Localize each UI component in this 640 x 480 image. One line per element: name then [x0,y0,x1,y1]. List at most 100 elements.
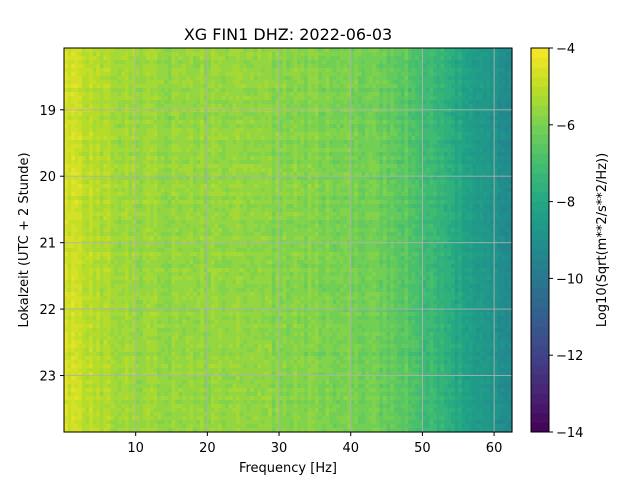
heatmap-cell [479,128,484,133]
heatmap-cell [393,192,398,197]
heatmap-cell [157,104,162,109]
heatmap-cell [454,148,459,153]
heatmap-cell [476,164,481,169]
heatmap-cell [96,92,101,97]
heatmap-cell [314,84,320,89]
heatmap-cell [189,196,194,201]
heatmap-cell [257,188,262,193]
heatmap-cell [232,200,237,205]
heatmap-cell [232,48,237,53]
heatmap-cell [304,132,309,137]
heatmap-cell [246,116,251,121]
heatmap-cell [397,56,402,61]
heatmap-cell [494,80,499,85]
heatmap-cell [189,132,194,137]
heatmap-cell [375,52,380,57]
heatmap-cell [415,180,420,185]
heatmap-cell [433,64,438,69]
heatmap-cell [361,80,366,85]
heatmap-cell [124,176,130,181]
heatmap-cell [71,124,76,129]
heatmap-cell [135,96,140,101]
heatmap-cell [164,140,169,145]
heatmap-cell [228,128,234,133]
heatmap-cell [386,140,391,145]
heatmap-cell [275,96,280,101]
heatmap-cell [182,52,187,57]
heatmap-cell [239,168,244,173]
heatmap-cell [160,92,165,97]
heatmap-cell [107,64,112,69]
heatmap-cell [501,176,506,181]
heatmap-cell [368,176,373,181]
heatmap-cell [178,196,183,201]
heatmap-cell [293,204,298,209]
heatmap-cell [418,124,423,129]
heatmap-cell [443,204,449,209]
heatmap-cell [146,120,151,125]
heatmap-cell [400,132,406,137]
heatmap-cell [443,88,449,93]
heatmap-cell [257,140,262,145]
heatmap-cell [121,160,126,165]
heatmap-cell [429,144,434,149]
heatmap-cell [415,144,420,149]
heatmap-cell [135,176,140,181]
heatmap-cell [504,184,510,189]
heatmap-cell [429,64,434,69]
heatmap-cell [210,92,216,97]
heatmap-cell [196,100,201,105]
heatmap-cell [99,200,105,205]
heatmap-cell [494,176,499,181]
heatmap-cell [164,56,169,61]
heatmap-cell [246,52,251,57]
heatmap-cell [415,192,420,197]
heatmap-cell [282,88,287,93]
heatmap-cell [275,72,280,77]
heatmap-cell [332,64,337,69]
heatmap-cell [372,56,377,61]
heatmap-cell [307,56,312,61]
heatmap-cell [164,128,169,133]
heatmap-cell [275,60,280,65]
heatmap-cell [329,128,334,133]
heatmap-cell [178,184,183,189]
heatmap-cell [422,160,427,165]
heatmap-cell [232,180,237,185]
heatmap-cell [271,48,277,53]
heatmap-cell [150,136,155,141]
heatmap-cell [243,72,248,77]
heatmap-cell [454,180,459,185]
heatmap-cell [71,160,76,165]
heatmap-cell [117,204,122,209]
heatmap-cell [311,112,316,117]
heatmap-cell [361,132,366,137]
heatmap-cell [150,184,155,189]
heatmap-cell [332,160,337,165]
heatmap-cell [425,184,431,189]
heatmap-cell [257,68,262,73]
heatmap-cell [447,188,452,193]
heatmap-cell [78,104,83,109]
heatmap-cell [368,112,373,117]
heatmap-cell [200,100,205,105]
heatmap-cell [142,176,148,181]
heatmap-cell [167,104,173,109]
heatmap-cell [171,80,176,85]
heatmap-cell [271,180,277,185]
heatmap-cell [325,52,330,57]
heatmap-cell [117,60,122,65]
heatmap-cell [96,192,101,197]
heatmap-cell [354,100,359,105]
heatmap-cell [393,144,398,149]
heatmap-cell [354,52,359,57]
heatmap-cell [210,156,216,161]
heatmap-cell [279,56,284,61]
heatmap-cell [85,112,90,117]
heatmap-cell [472,160,477,165]
heatmap-cell [379,64,384,69]
heatmap-cell [447,132,452,137]
heatmap-cell [189,60,194,65]
heatmap-cell [167,108,173,113]
heatmap-cell [153,80,158,85]
